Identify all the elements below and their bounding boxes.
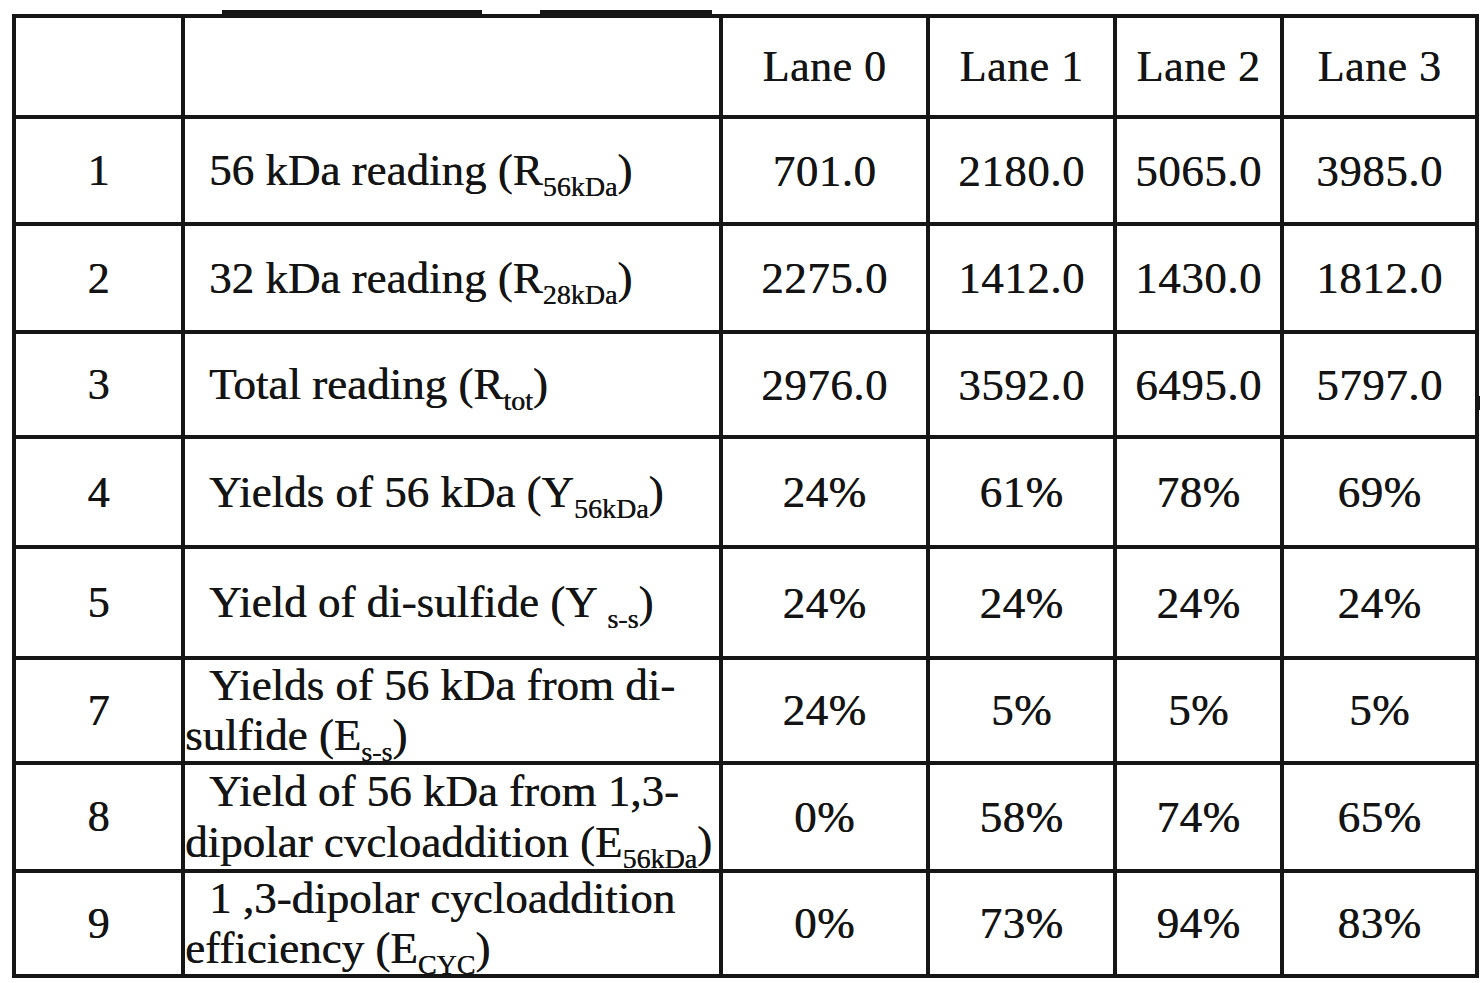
row-label-text: Yield of 56 kDa from 1,3-dipolar cvcload…: [185, 766, 712, 866]
row-label-text: 56 kDa reading (R56kDa): [209, 145, 632, 195]
value-cell: 5797.0: [1282, 332, 1477, 437]
row-label-text: 1 ,3-dipolar cycloadditionefficiency (EC…: [185, 873, 675, 973]
value-cell: 701.0: [721, 117, 928, 224]
row-number: 8: [14, 763, 183, 871]
value-cell: 2976.0: [721, 332, 928, 437]
row-label: Yields of 56 kDa from di-sulfide (Es-s): [183, 658, 721, 763]
value-cell: 3985.0: [1282, 117, 1477, 224]
value-cell: 3592.0: [928, 332, 1115, 437]
table-row: 2 32 kDa reading (R28kDa) 2275.0 1412.0 …: [14, 224, 1477, 332]
value-cell: 5065.0: [1115, 117, 1282, 224]
table-row: 3 Total reading (Rtot) 2976.0 3592.0 649…: [14, 332, 1477, 437]
value-cell: 1412.0: [928, 224, 1115, 332]
header-empty-label-cell: [183, 16, 721, 117]
value-cell: 83%: [1282, 871, 1477, 976]
row-label: Yields of 56 kDa (Y56kDa): [183, 437, 721, 547]
table-row: 5 Yield of di-sulfide (Y s-s) 24% 24% 24…: [14, 547, 1477, 658]
row-label: 32 kDa reading (R28kDa): [183, 224, 721, 332]
value-cell: 74%: [1115, 763, 1282, 871]
value-cell: 6495.0: [1115, 332, 1282, 437]
header-lane-2: Lane 2: [1115, 16, 1282, 117]
row-label-text: Yields of 56 kDa (Y56kDa): [209, 467, 664, 517]
value-cell: 5%: [928, 658, 1115, 763]
value-cell: 1812.0: [1282, 224, 1477, 332]
header-row: Lane 0 Lane 1 Lane 2 Lane 3: [14, 16, 1477, 117]
value-cell: 5%: [1282, 658, 1477, 763]
table-row: 1 56 kDa reading (R56kDa) 701.0 2180.0 5…: [14, 117, 1477, 224]
row-label: Total reading (Rtot): [183, 332, 721, 437]
table-row: 9 1 ,3-dipolar cycloadditionefficiency (…: [14, 871, 1477, 976]
value-cell: 0%: [721, 871, 928, 976]
row-number: 4: [14, 437, 183, 547]
value-cell: 24%: [721, 437, 928, 547]
value-cell: 2180.0: [928, 117, 1115, 224]
value-cell: 69%: [1282, 437, 1477, 547]
value-cell: 61%: [928, 437, 1115, 547]
value-cell: 1430.0: [1115, 224, 1282, 332]
value-cell: 24%: [1282, 547, 1477, 658]
scanned-document-page: Lane 0 Lane 1 Lane 2 Lane 3 1 56 kDa rea…: [0, 0, 1483, 983]
value-cell: 78%: [1115, 437, 1282, 547]
row-number: 7: [14, 658, 183, 763]
row-number: 9: [14, 871, 183, 976]
value-cell: 94%: [1115, 871, 1282, 976]
value-cell: 24%: [928, 547, 1115, 658]
table-row: 8 Yield of 56 kDa from 1,3-dipolar cvclo…: [14, 763, 1477, 871]
value-cell: 2275.0: [721, 224, 928, 332]
row-label-text: Total reading (Rtot): [209, 359, 548, 409]
table-row: 4 Yields of 56 kDa (Y56kDa) 24% 61% 78% …: [14, 437, 1477, 547]
header-lane-3: Lane 3: [1282, 16, 1477, 117]
row-label-text: Yield of di-sulfide (Y s-s): [209, 577, 653, 627]
value-cell: 0%: [721, 763, 928, 871]
header-lane-1: Lane 1: [928, 16, 1115, 117]
value-cell: 65%: [1282, 763, 1477, 871]
row-label: 1 ,3-dipolar cycloadditionefficiency (EC…: [183, 871, 721, 976]
value-cell: 5%: [1115, 658, 1282, 763]
value-cell: 73%: [928, 871, 1115, 976]
row-label: Yield of 56 kDa from 1,3-dipolar cvcload…: [183, 763, 721, 871]
table-row: 7 Yields of 56 kDa from di-sulfide (Es-s…: [14, 658, 1477, 763]
value-cell: 24%: [721, 547, 928, 658]
row-number: 2: [14, 224, 183, 332]
row-number: 5: [14, 547, 183, 658]
row-number: 3: [14, 332, 183, 437]
value-cell: 58%: [928, 763, 1115, 871]
lane-readings-table: Lane 0 Lane 1 Lane 2 Lane 3 1 56 kDa rea…: [12, 14, 1479, 978]
row-label: 56 kDa reading (R56kDa): [183, 117, 721, 224]
value-cell: 24%: [1115, 547, 1282, 658]
value-cell: 24%: [721, 658, 928, 763]
row-label: Yield of di-sulfide (Y s-s): [183, 547, 721, 658]
row-label-text: Yields of 56 kDa from di-sulfide (Es-s): [185, 660, 675, 760]
header-empty-number-cell: [14, 16, 183, 117]
row-label-text: 32 kDa reading (R28kDa): [209, 253, 632, 303]
header-lane-0: Lane 0: [721, 16, 928, 117]
row-number: 1: [14, 117, 183, 224]
